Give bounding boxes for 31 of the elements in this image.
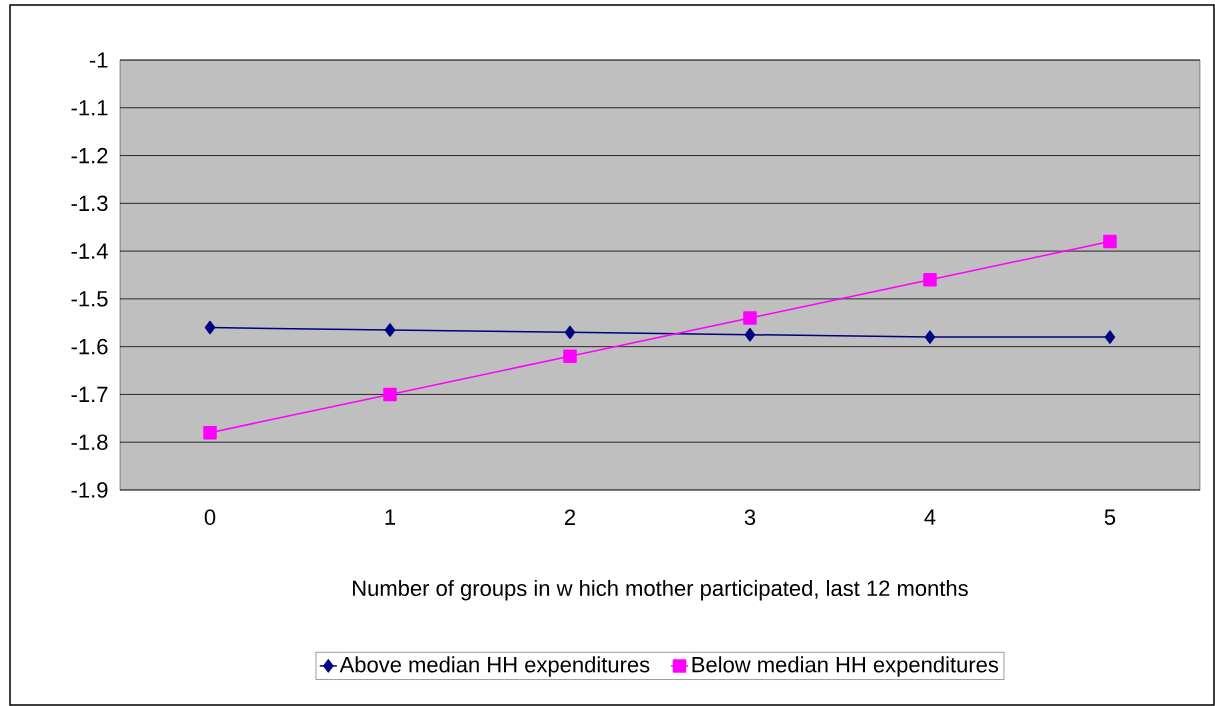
- x-tick-label: 2: [564, 509, 576, 525]
- x-tick-label: 5: [1104, 509, 1116, 525]
- x-axis-title: Number of groups in w hich mother participated, last 12 months: [353, 579, 968, 601]
- y-tick-label: -1.3: [71, 195, 108, 212]
- point: [744, 327, 756, 342]
- point: [204, 320, 216, 335]
- x-tick-label: 0: [204, 509, 216, 526]
- y-tick-label: -1: [89, 52, 108, 68]
- legend-label: Below median HH expenditures: [692, 656, 999, 677]
- point: [1104, 330, 1116, 344]
- y-tick-label: -1.1: [71, 100, 108, 116]
- y-tick-label: -1.2: [71, 147, 108, 164]
- y-tick-label: -1.6: [71, 338, 108, 355]
- legend-label: Above median HH expenditures: [339, 656, 650, 677]
- y-tick-label: -1.7: [71, 386, 108, 402]
- point: [384, 323, 396, 337]
- x-tick-label: 4: [924, 509, 936, 525]
- y-tick-label: -1.5: [71, 291, 108, 307]
- y-tick-label: -1.4: [71, 243, 108, 259]
- point: [923, 273, 937, 287]
- point: [564, 325, 576, 340]
- point: [1103, 234, 1117, 249]
- y-tick-label: -1.8: [71, 434, 108, 450]
- point: [924, 330, 936, 344]
- y-tick-label: -1.9: [71, 482, 108, 498]
- point: [743, 311, 757, 325]
- point: [383, 387, 397, 402]
- point: [563, 349, 577, 363]
- point: [203, 425, 217, 440]
- x-tick-label: 3: [744, 509, 756, 526]
- x-tick-label: 1: [385, 509, 396, 525]
